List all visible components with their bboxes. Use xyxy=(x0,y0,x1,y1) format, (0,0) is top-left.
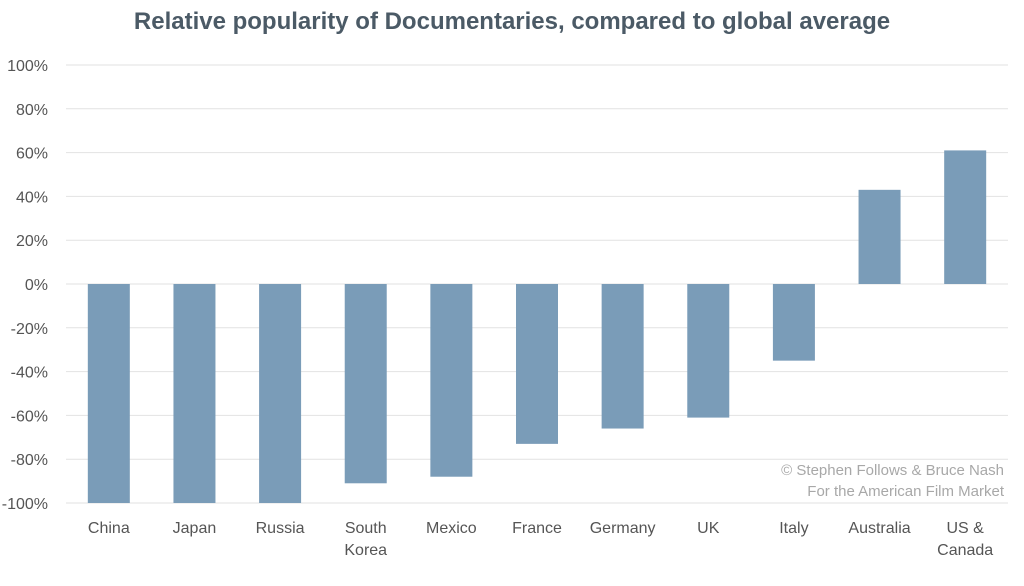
bar xyxy=(173,284,216,503)
bar xyxy=(858,189,901,284)
gridlines xyxy=(66,64,1008,504)
x-tick-label: UK xyxy=(697,520,720,537)
x-tick-label: Germany xyxy=(590,520,656,537)
y-tick-label: 0% xyxy=(25,277,48,294)
y-tick-label: -80% xyxy=(11,452,48,469)
bar xyxy=(601,284,644,429)
bar xyxy=(772,284,815,361)
bar xyxy=(259,284,302,503)
bar xyxy=(430,284,473,477)
x-tick-label: South Korea xyxy=(344,520,387,559)
x-tick-label: Mexico xyxy=(426,520,477,537)
y-tick-label: 80% xyxy=(16,102,48,119)
x-tick-label: Italy xyxy=(779,520,808,537)
bar xyxy=(87,284,130,503)
y-tick-label: -100% xyxy=(2,496,48,513)
x-tick-label: US & Canada xyxy=(937,520,993,559)
y-tick-label: 100% xyxy=(7,58,48,75)
x-axis-ticks: China Japan Russia South Korea Mexico France Ge… xyxy=(88,520,993,559)
y-tick-label: -40% xyxy=(11,365,48,382)
x-tick-label: China xyxy=(88,520,130,537)
bar xyxy=(516,284,558,444)
credit-line-1: © Stephen Follows & Bruce Nash xyxy=(781,462,1004,479)
y-tick-label: 20% xyxy=(16,233,48,250)
y-tick-label: 40% xyxy=(16,189,48,206)
y-axis-ticks: 100% 80% 60% 40% 20% 0% -20% -40% -60% -80% -100% xyxy=(2,58,48,513)
credit-note: © Stephen Follows & Bruce Nash For the A… xyxy=(781,460,1004,502)
bar xyxy=(944,150,987,284)
bar xyxy=(344,284,387,484)
chart-title: Relative popularity of Documentaries, co… xyxy=(133,8,891,35)
bar xyxy=(687,284,730,418)
y-tick-label: -60% xyxy=(11,408,48,425)
x-tick-label: Japan xyxy=(173,520,217,537)
x-tick-label: Australia xyxy=(848,520,910,537)
y-tick-label: -20% xyxy=(11,321,48,338)
y-tick-label: 60% xyxy=(16,146,48,163)
x-tick-label: France xyxy=(512,520,562,537)
x-tick-label: Russia xyxy=(256,520,305,537)
bars xyxy=(87,150,987,503)
credit-line-2: For the American Film Market xyxy=(807,483,1004,500)
